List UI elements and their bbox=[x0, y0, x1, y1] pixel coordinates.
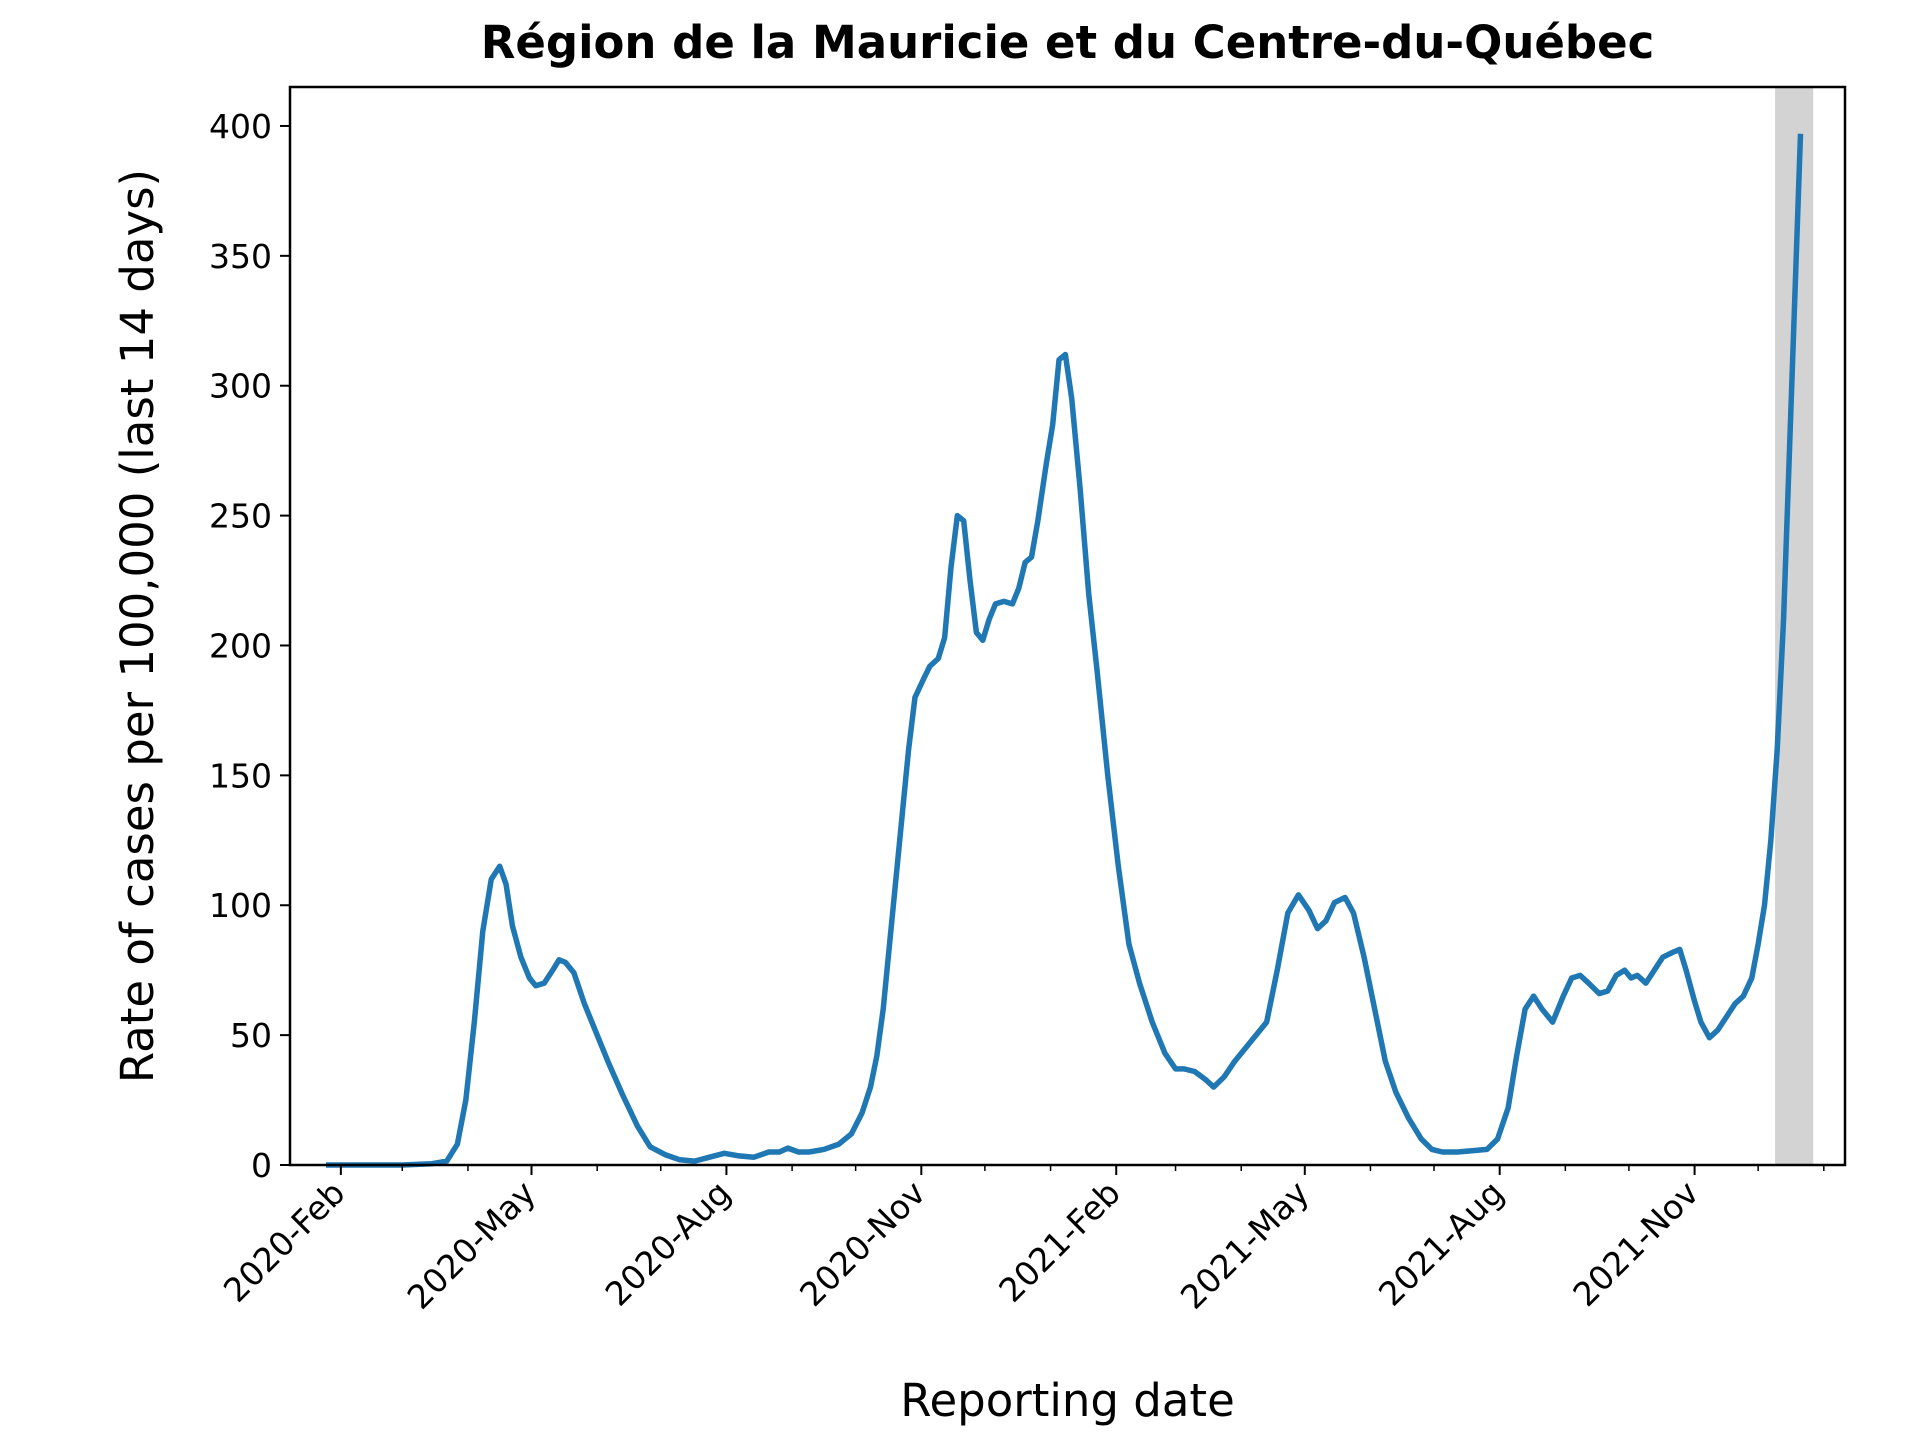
x-tick-label: 2020-Feb bbox=[216, 1173, 353, 1310]
x-tick-label: 2021-Feb bbox=[991, 1173, 1128, 1310]
x-tick-label: 2021-Nov bbox=[1565, 1173, 1706, 1314]
y-tick-label: 350 bbox=[209, 237, 272, 276]
x-axis-label: Reporting date bbox=[900, 1374, 1235, 1427]
y-tick-label: 0 bbox=[251, 1146, 272, 1185]
y-tick-label: 150 bbox=[209, 756, 272, 795]
x-tick-label: 2020-Nov bbox=[792, 1173, 933, 1314]
x-tick-label: 2020-Aug bbox=[598, 1173, 738, 1313]
y-tick-label: 200 bbox=[209, 626, 272, 665]
x-axis: 2020-Feb 2020-May 2020-Aug 2020-Nov 2021-Feb… bbox=[216, 1165, 1825, 1317]
x-tick-label: 2020-May bbox=[400, 1173, 544, 1317]
y-tick-label: 400 bbox=[209, 107, 272, 146]
chart-title: Région de la Mauricie et du Centre-du-Qu… bbox=[481, 16, 1655, 69]
y-tick-label: 250 bbox=[209, 497, 272, 536]
y-axis: 0 50 100 150 200 250 300 350 400 bbox=[209, 107, 290, 1185]
series-line-0 bbox=[326, 133, 1804, 1168]
y-tick-label: 300 bbox=[209, 367, 272, 406]
y-tick-label: 100 bbox=[209, 886, 272, 925]
series-lines bbox=[326, 133, 1804, 1168]
x-tick-label: 2021-Aug bbox=[1371, 1173, 1511, 1313]
y-axis-label: Rate of cases per 100,000 (last 14 days) bbox=[111, 169, 164, 1083]
x-tick-label: 2021-May bbox=[1173, 1173, 1317, 1317]
plot-area-frame bbox=[288, 85, 1847, 1167]
y-tick-label: 50 bbox=[230, 1016, 272, 1055]
